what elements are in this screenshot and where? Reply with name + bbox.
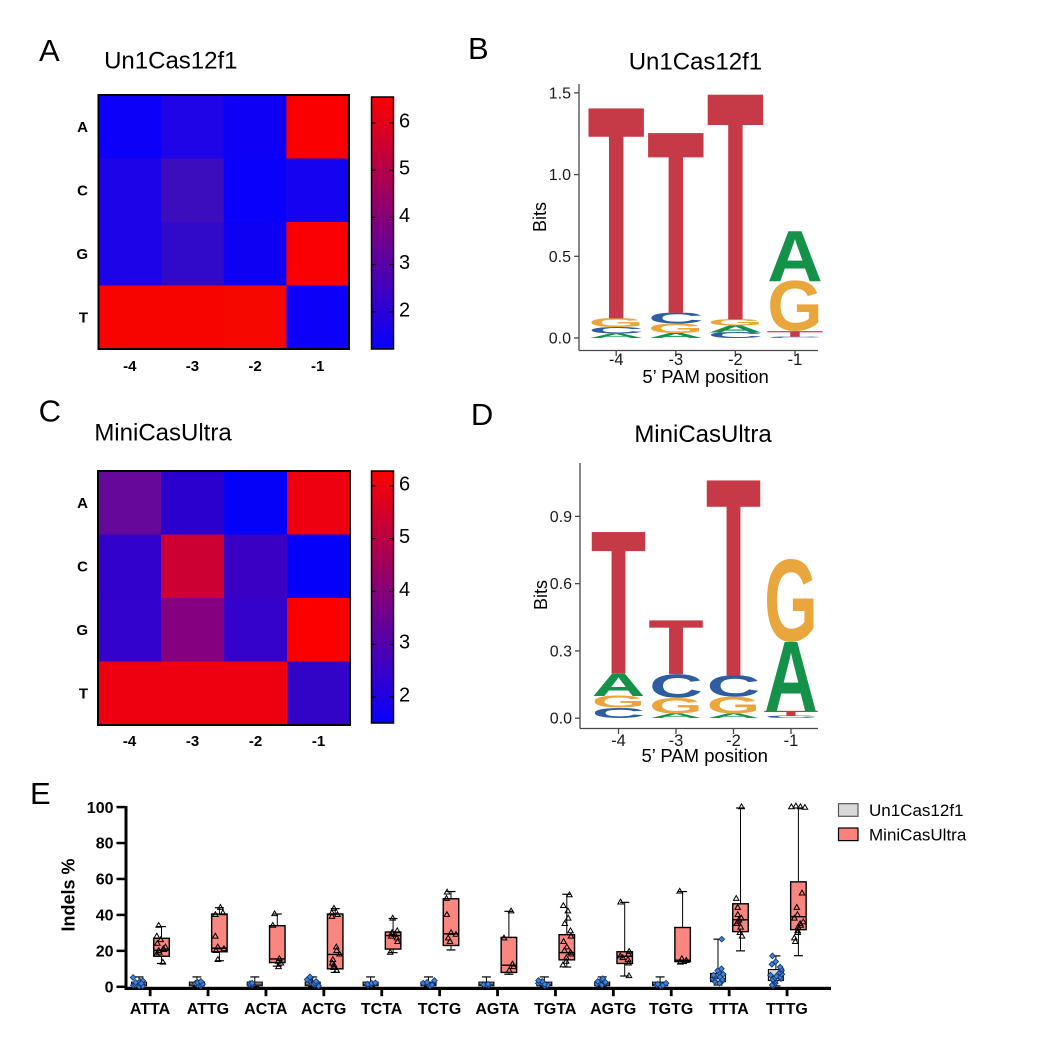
svg-text:Bits: Bits: [531, 580, 551, 610]
svg-text:A: A: [707, 712, 760, 719]
svg-text:TTTG: TTTG: [766, 1001, 808, 1018]
svg-text:C: C: [708, 331, 763, 340]
svg-text:0.6: 0.6: [550, 576, 572, 593]
svg-text:Indels %: Indels %: [59, 858, 79, 931]
svg-text:G: G: [707, 692, 760, 719]
svg-text:-3: -3: [669, 732, 684, 750]
svg-text:A: A: [708, 323, 763, 334]
svg-text:Bits: Bits: [530, 202, 550, 232]
svg-text:MiniCasUltra: MiniCasUltra: [869, 825, 967, 844]
svg-text:-1: -1: [311, 358, 324, 375]
svg-text:C: C: [77, 558, 88, 575]
svg-text:-3: -3: [186, 358, 199, 375]
svg-text:G: G: [648, 321, 703, 336]
svg-text:0.0: 0.0: [550, 711, 572, 728]
svg-text:Un1Cas12f1: Un1Cas12f1: [629, 48, 762, 75]
svg-text:3: 3: [399, 252, 410, 274]
svg-text:5: 5: [399, 158, 410, 180]
svg-text:-3: -3: [186, 733, 199, 750]
svg-text:C: C: [767, 336, 822, 338]
svg-text:0: 0: [105, 980, 114, 997]
svg-text:G: G: [592, 692, 645, 711]
svg-text:-4: -4: [123, 733, 137, 750]
svg-text:2: 2: [399, 685, 410, 707]
svg-text:1.5: 1.5: [549, 85, 571, 102]
svg-text:-4: -4: [609, 351, 624, 369]
svg-text:TGTA: TGTA: [534, 1001, 577, 1018]
svg-text:5: 5: [399, 526, 410, 548]
svg-text:0.3: 0.3: [550, 643, 572, 660]
svg-text:TCTG: TCTG: [418, 1001, 462, 1018]
svg-text:G: G: [76, 622, 88, 639]
svg-text:-2: -2: [249, 733, 262, 750]
svg-text:Un1Cas12f1: Un1Cas12f1: [869, 801, 964, 820]
svg-text:E: E: [30, 776, 51, 811]
svg-text:MiniCasUltra: MiniCasUltra: [634, 421, 772, 448]
svg-text:A: A: [649, 712, 702, 719]
svg-text:C: C: [77, 182, 88, 199]
svg-text:-1: -1: [788, 351, 803, 369]
svg-text:20: 20: [96, 944, 114, 961]
svg-text:-4: -4: [123, 358, 137, 375]
svg-text:80: 80: [96, 836, 114, 853]
svg-text:G: G: [588, 316, 643, 330]
svg-text:1.0: 1.0: [549, 167, 571, 184]
svg-text:MiniCasUltra: MiniCasUltra: [94, 419, 232, 446]
svg-text:G: G: [708, 318, 763, 328]
svg-text:-2: -2: [728, 351, 743, 369]
svg-text:5’ PAM position: 5’ PAM position: [642, 366, 768, 387]
svg-text:Un1Cas12f1: Un1Cas12f1: [104, 48, 237, 75]
svg-text:A: A: [588, 332, 643, 339]
svg-text:60: 60: [96, 872, 114, 889]
svg-text:T: T: [79, 685, 88, 702]
svg-text:5’ PAM position: 5’ PAM position: [642, 745, 768, 766]
svg-text:-1: -1: [784, 732, 799, 750]
svg-text:4: 4: [399, 579, 410, 601]
svg-text:0.0: 0.0: [549, 331, 571, 348]
svg-text:A: A: [77, 495, 88, 512]
svg-text:-1: -1: [312, 733, 325, 750]
svg-text:-2: -2: [248, 358, 261, 375]
svg-text:C: C: [648, 310, 703, 327]
svg-text:6: 6: [399, 473, 410, 495]
svg-text:0.9: 0.9: [550, 509, 572, 526]
svg-text:-2: -2: [726, 732, 741, 750]
svg-text:A: A: [39, 33, 60, 68]
svg-text:D: D: [471, 397, 493, 432]
svg-text:C: C: [592, 705, 645, 721]
svg-text:ACTA: ACTA: [244, 1001, 288, 1018]
svg-text:4: 4: [399, 205, 410, 227]
svg-text:TGTG: TGTG: [649, 1001, 693, 1018]
svg-text:C: C: [39, 394, 61, 429]
svg-text:3: 3: [399, 632, 410, 654]
svg-text:-3: -3: [668, 351, 683, 369]
svg-text:A: A: [764, 620, 817, 733]
svg-text:A: A: [648, 332, 703, 340]
svg-text:AGTA: AGTA: [475, 1001, 520, 1018]
svg-text:G: G: [764, 536, 817, 667]
svg-text:TCTA: TCTA: [361, 1001, 403, 1018]
svg-text:T: T: [79, 309, 88, 326]
svg-text:AGTG: AGTG: [590, 1001, 636, 1018]
svg-text:0.5: 0.5: [549, 249, 571, 266]
svg-text:A: A: [77, 119, 88, 136]
svg-text:TTTA: TTTA: [709, 1001, 749, 1018]
svg-text:100: 100: [87, 800, 114, 817]
svg-text:40: 40: [96, 908, 114, 925]
svg-text:6: 6: [399, 111, 410, 133]
svg-text:C: C: [764, 715, 817, 719]
svg-text:ACTG: ACTG: [301, 1001, 346, 1018]
svg-text:-4: -4: [611, 732, 626, 750]
svg-text:G: G: [76, 246, 88, 263]
svg-text:G: G: [649, 694, 702, 719]
svg-text:C: C: [588, 325, 643, 335]
svg-text:ATTA: ATTA: [130, 1001, 171, 1018]
svg-text:ATTG: ATTG: [187, 1001, 229, 1018]
svg-text:2: 2: [399, 299, 410, 321]
svg-text:A: A: [767, 215, 822, 297]
svg-text:G: G: [767, 267, 822, 346]
svg-text:B: B: [468, 31, 489, 66]
